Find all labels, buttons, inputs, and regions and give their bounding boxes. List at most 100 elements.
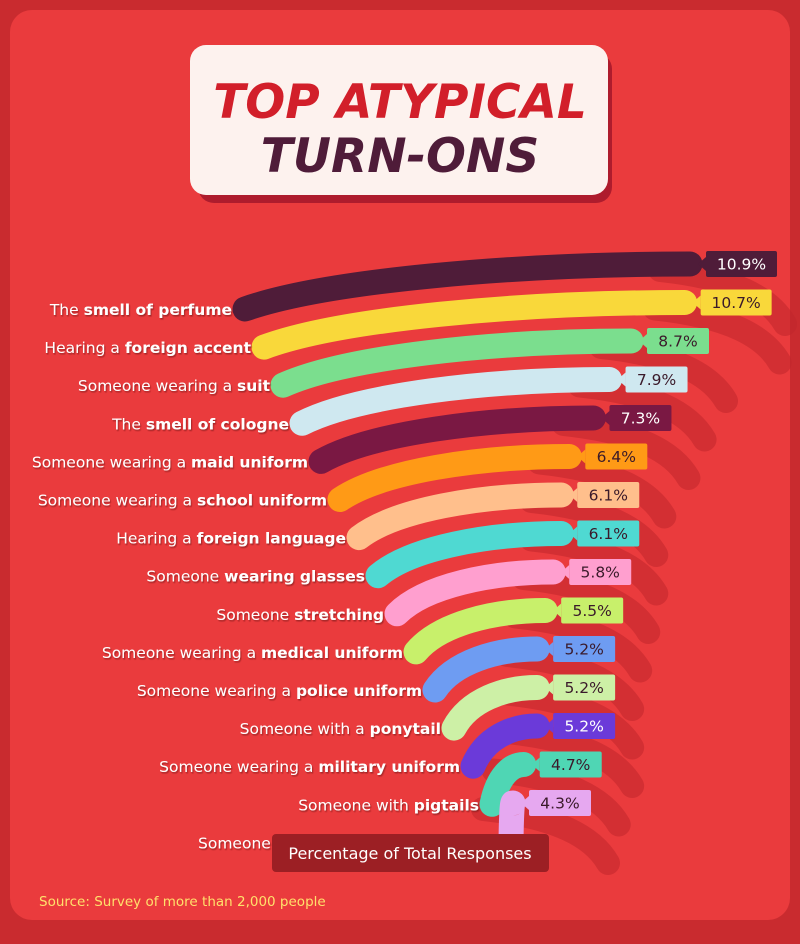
category-label-bold: pigtails <box>414 796 479 814</box>
value-badge-pointer <box>639 334 647 348</box>
value-label: 5.5% <box>572 602 611 620</box>
bar <box>460 713 550 779</box>
bar <box>441 675 550 741</box>
category-label: Someone with a ponytail <box>240 720 441 738</box>
value-badge-pointer <box>545 642 554 656</box>
category-label: Hearing a foreign accent <box>44 339 251 357</box>
bar <box>479 752 537 817</box>
value-badge: 7.9% <box>617 366 688 393</box>
category-label: Someone wearing glasses <box>146 568 365 586</box>
category-label: Someone with pigtails <box>298 796 479 814</box>
bar <box>251 290 698 360</box>
value-badge-pointer <box>545 680 554 695</box>
category-label: Hearing a foreign language <box>116 530 346 548</box>
bar <box>232 251 703 322</box>
bar <box>308 405 606 474</box>
category-label-bold: stretching <box>294 606 384 624</box>
value-label: 5.8% <box>581 564 620 582</box>
x-axis-label-background <box>272 834 549 872</box>
category-label-prefix: Someone wearing a <box>137 682 296 700</box>
value-badge: 8.7% <box>639 328 709 354</box>
category-label-bold: smell of perfume <box>84 301 232 319</box>
value-badge: 5.2% <box>545 674 616 701</box>
value-badge-pointer <box>569 488 578 502</box>
value-badge-pointer <box>521 796 529 810</box>
category-label: Someone wearing a maid uniform <box>32 453 308 471</box>
bar <box>403 598 558 665</box>
bars <box>232 251 703 855</box>
value-badge-pointer <box>698 257 706 271</box>
value-badge: 4.7% <box>531 751 602 778</box>
title-line-2: TURN-ONS <box>261 129 539 184</box>
value-badge-pointer <box>617 372 626 387</box>
category-label-prefix: Someone with <box>298 796 414 814</box>
value-badge-background <box>529 790 591 816</box>
value-badge-background <box>561 597 624 624</box>
category-label-prefix: Someone <box>216 606 294 624</box>
category-label-prefix: Someone wearing a <box>32 453 191 471</box>
bar <box>422 636 550 703</box>
value-badge-background <box>553 713 616 739</box>
value-badge-pointer <box>545 719 554 733</box>
category-label-prefix: Someone with a <box>240 720 370 738</box>
value-labels: 10.9% 10.7% 8.7% 7.9% 7.3% 6.4% 6.1% 6.1% 5.8% 5.… <box>521 251 777 816</box>
category-label: Someone wearing a medical uniform <box>102 644 403 662</box>
value-badge-background <box>539 751 602 778</box>
category-label-prefix: Someone <box>146 568 224 586</box>
category-label-bold: medical uniform <box>261 644 403 662</box>
category-label-bold: ponytail <box>370 720 441 738</box>
category-label-prefix: Someone wearing a <box>159 758 318 776</box>
value-badge-pointer <box>531 757 540 772</box>
category-label-bold: military uniform <box>318 758 460 776</box>
value-label: 4.3% <box>540 795 579 813</box>
category-label-bold: foreign language <box>197 530 346 548</box>
value-badge-pointer <box>553 603 562 618</box>
category-label-prefix: Someone wearing a <box>38 492 197 510</box>
category-label: The smell of cologne <box>111 415 289 433</box>
value-badge: 5.2% <box>545 636 616 662</box>
category-label-bold: wearing glasses <box>224 568 365 586</box>
value-label: 10.7% <box>712 294 761 312</box>
value-badge-background <box>706 251 777 277</box>
category-label: Someone wearing a school uniform <box>38 492 327 510</box>
value-badge-pointer <box>577 449 586 464</box>
category-label-prefix: Hearing a <box>116 530 196 548</box>
value-label: 10.9% <box>717 256 766 274</box>
category-label: Someone wearing a suit <box>78 377 271 395</box>
value-label: 6.4% <box>597 448 636 466</box>
title-line-1: TOP ATYPICAL <box>213 75 587 130</box>
bar <box>327 444 582 512</box>
value-badge-background <box>625 366 688 393</box>
category-label-bold: smell of cologne <box>146 415 289 433</box>
value-badge-background <box>569 559 632 585</box>
category-label-prefix: Hearing a <box>44 339 124 357</box>
value-badge-background <box>553 636 616 662</box>
value-badge: 7.3% <box>601 405 672 431</box>
bar <box>289 367 623 436</box>
value-badge-background <box>700 289 772 316</box>
value-label: 6.1% <box>589 525 628 543</box>
category-label-prefix: Someone wearing a <box>102 644 261 662</box>
value-badge: 6.4% <box>577 443 648 470</box>
value-badge-background <box>647 328 709 354</box>
category-label-bold: suit <box>237 377 271 395</box>
category-label: Someone wearing a police uniform <box>137 682 422 700</box>
value-badge: 10.7% <box>692 289 772 316</box>
value-badge: 6.1% <box>569 482 640 508</box>
x-axis-label: Percentage of Total Responses <box>288 844 531 863</box>
value-badge-pointer <box>561 565 570 579</box>
x-axis-label-badge: Percentage of Total Responses <box>272 834 549 872</box>
value-label: 8.7% <box>658 333 697 351</box>
value-badge-background <box>577 482 640 508</box>
category-label-bold: maid uniform <box>191 453 308 471</box>
value-badge-pointer <box>569 526 578 541</box>
category-label: The smell of perfume <box>49 301 232 319</box>
value-label: 6.1% <box>589 487 628 505</box>
value-label: 7.3% <box>621 410 660 428</box>
value-badge-background <box>553 674 616 701</box>
value-badge: 4.3% <box>521 790 591 816</box>
bar <box>384 559 566 627</box>
category-label-bold: school uniform <box>197 492 327 510</box>
